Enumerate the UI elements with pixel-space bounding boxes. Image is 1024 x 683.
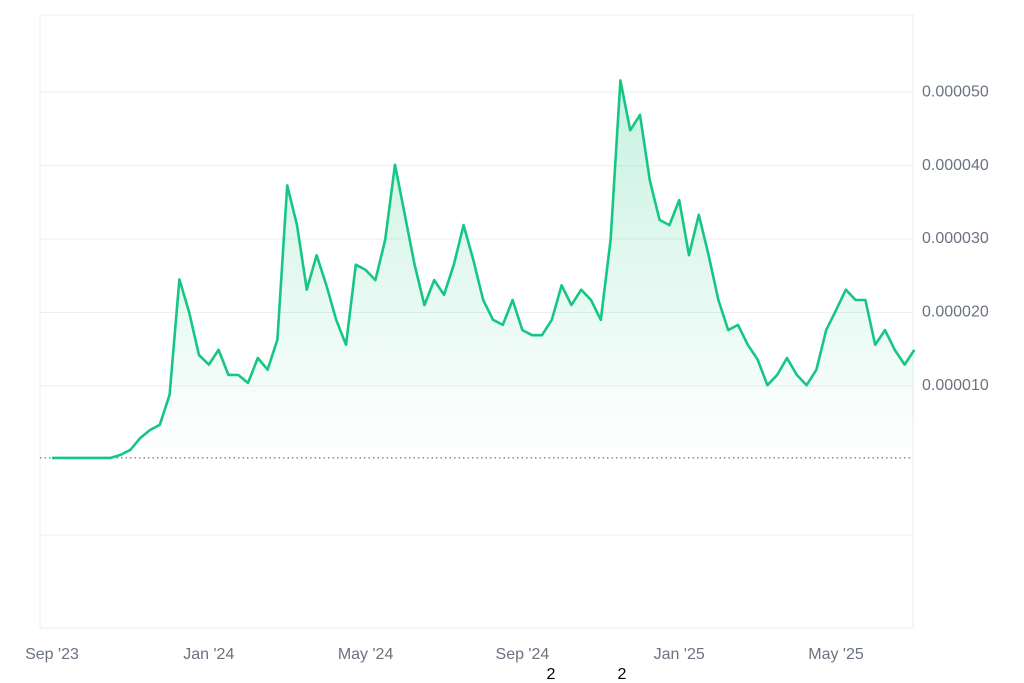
x-tick-label: Sep '23 bbox=[25, 646, 79, 663]
y-tick-label: 0.000020 bbox=[922, 304, 989, 321]
y-tick-label: 0.000030 bbox=[922, 230, 989, 247]
x-tick-label: Jan '25 bbox=[654, 646, 705, 663]
x-tick-label: Sep '24 bbox=[496, 646, 550, 663]
plot-frame bbox=[39, 14, 914, 629]
x-tick-label: Jan '24 bbox=[183, 646, 234, 663]
x-tick-label: May '25 bbox=[808, 646, 864, 663]
y-tick-label: 0.000050 bbox=[922, 83, 989, 100]
x-tick-label: May '24 bbox=[338, 646, 394, 663]
y-tick-label: 0.000010 bbox=[922, 377, 989, 394]
price-line bbox=[52, 79, 916, 460]
area bbox=[52, 80, 915, 458]
y-tick-label: 0.000040 bbox=[922, 157, 989, 174]
annotation: 2 bbox=[618, 666, 627, 683]
annotation: 2 bbox=[547, 666, 556, 683]
